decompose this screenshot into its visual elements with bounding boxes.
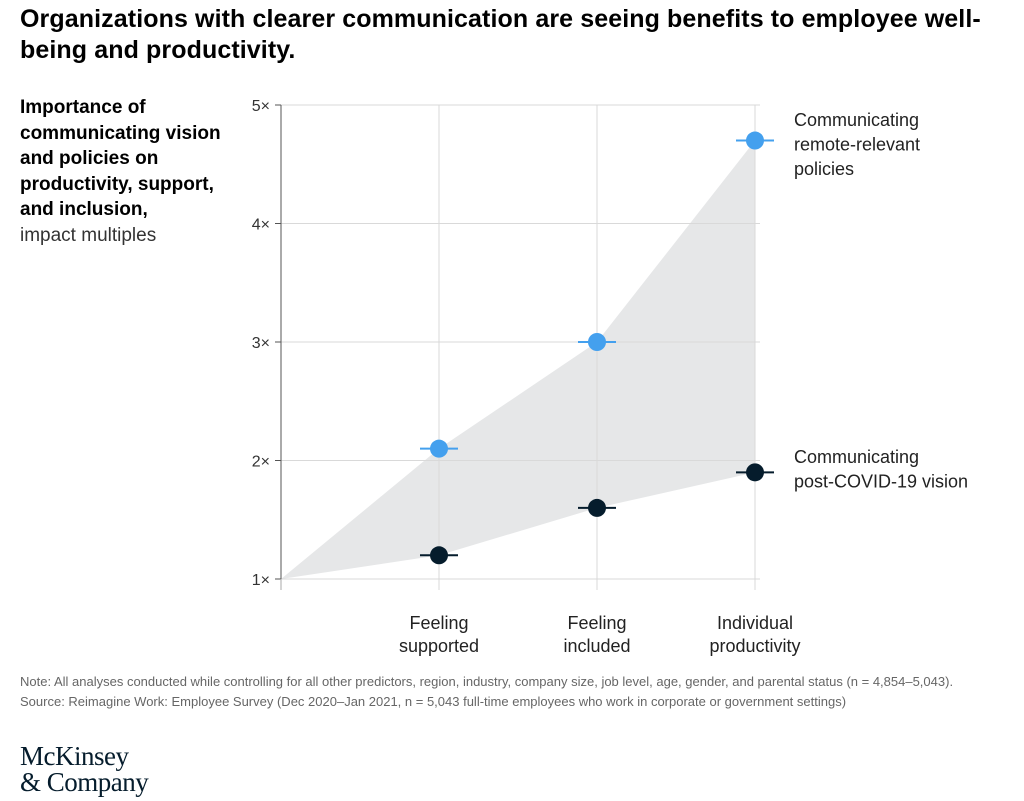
x-category-label: Feeling included bbox=[563, 613, 630, 656]
data-point bbox=[746, 131, 764, 150]
note-text: Note: All analyses conducted while contr… bbox=[20, 674, 954, 689]
y-tick-label: 4× bbox=[252, 217, 270, 234]
data-point bbox=[746, 463, 764, 482]
y-tick-label: 3× bbox=[252, 335, 270, 352]
y-axis-title: Importance of communicating vision and p… bbox=[20, 95, 240, 248]
series-remote-policies bbox=[420, 131, 774, 458]
y-axis-title-bold: Importance of communicating vision and p… bbox=[20, 97, 221, 220]
y-axis-title-unit: impact multiples bbox=[20, 224, 157, 246]
series-label: Communicating post-COVID-19 vision bbox=[794, 447, 968, 492]
series-post-covid-vision bbox=[420, 463, 774, 565]
data-point bbox=[430, 546, 448, 565]
y-tick-label: 2× bbox=[252, 454, 270, 471]
logo-line-1: McKinsey bbox=[20, 741, 129, 771]
footnotes: Note: All analyses conducted while contr… bbox=[20, 672, 1020, 712]
data-point bbox=[430, 439, 448, 458]
mckinsey-logo: McKinsey & Company bbox=[20, 741, 149, 797]
data-point bbox=[588, 333, 606, 351]
y-tick-label: 1× bbox=[252, 572, 270, 589]
shaded-band bbox=[281, 140, 755, 580]
x-category-label: Individual productivity bbox=[709, 613, 800, 656]
y-tick-label: 5× bbox=[252, 98, 270, 115]
logo-line-2: & Company bbox=[20, 767, 149, 797]
x-category-label: Feeling supported bbox=[399, 613, 479, 656]
chart-headline: Organizations with clearer communication… bbox=[20, 5, 981, 64]
source-text: Source: Reimagine Work: Employee Survey … bbox=[20, 694, 847, 709]
data-point bbox=[588, 498, 606, 517]
series-label: Communicating remote-relevant policies bbox=[794, 110, 920, 179]
